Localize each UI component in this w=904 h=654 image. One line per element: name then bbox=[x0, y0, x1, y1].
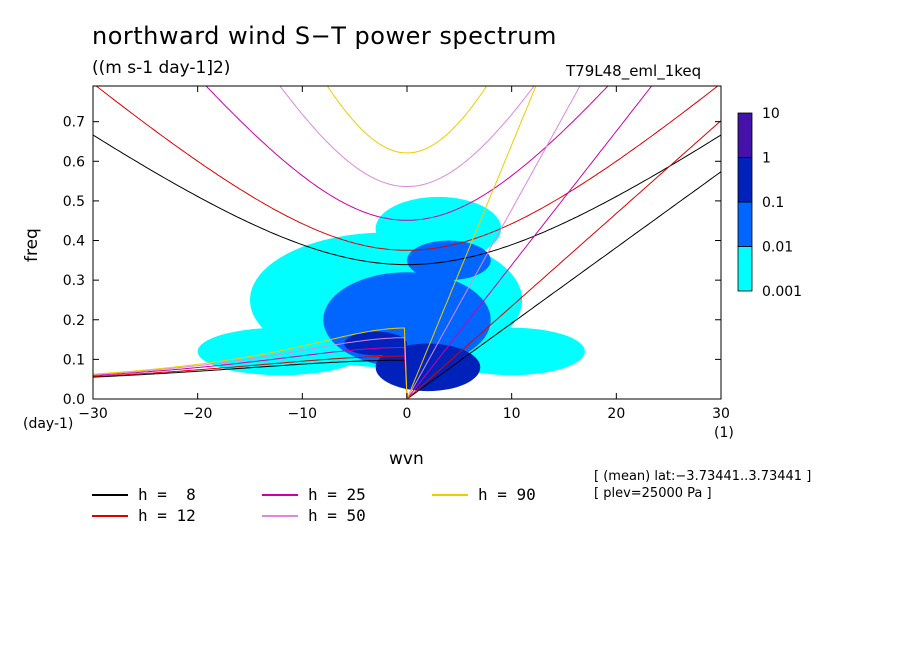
legend-swatch bbox=[432, 494, 468, 496]
legend-label: h = 90 bbox=[478, 485, 536, 504]
run-id-label: T79L48_eml_1keq bbox=[566, 62, 702, 80]
legend-label: h = 50 bbox=[308, 506, 366, 525]
x-tick-label: 0 bbox=[403, 406, 412, 422]
y-tick-label: 0.3 bbox=[63, 273, 85, 289]
colorbar-label: 0.01 bbox=[762, 240, 793, 256]
dispersion-curve-kelvin bbox=[406, 171, 721, 399]
x-tick-label: −20 bbox=[183, 406, 213, 422]
power-region bbox=[375, 343, 481, 392]
dispersion-curve-ig bbox=[95, 86, 719, 251]
legend-label: h = 25 bbox=[308, 485, 366, 504]
dispersion-curve-mrg bbox=[93, 346, 408, 399]
dispersion-curve-kelvin bbox=[406, 86, 581, 399]
y-tick-label: 0.5 bbox=[63, 194, 85, 210]
colorbar-swatch bbox=[737, 112, 753, 158]
annotation-plev: [ plev=25000 Pa ] bbox=[594, 486, 712, 501]
colorbar-label: 1 bbox=[762, 151, 771, 167]
y-axis-label: freq bbox=[22, 228, 42, 262]
dispersion-curve-ig bbox=[205, 86, 609, 221]
dispersion-curve-ig bbox=[93, 134, 721, 266]
dispersion-curve-mrg bbox=[93, 355, 408, 399]
dispersion-curve-mrg bbox=[93, 327, 408, 399]
colorbar-label: 0.001 bbox=[762, 284, 802, 300]
y-axis-unit: (day-1) bbox=[23, 416, 74, 432]
legend-swatch bbox=[262, 515, 298, 517]
x-tick-label: −30 bbox=[78, 406, 108, 422]
y-tick-label: 0.0 bbox=[63, 392, 85, 408]
legend-swatch bbox=[92, 494, 128, 496]
legend-label: h = 8 bbox=[138, 485, 196, 504]
dispersion-curve-kelvin bbox=[406, 120, 721, 399]
colorbar-label: 10 bbox=[762, 106, 780, 122]
y-tick-label: 0.1 bbox=[63, 352, 85, 368]
x-tick-label: 20 bbox=[607, 406, 625, 422]
dispersion-curve-mrg bbox=[93, 359, 408, 399]
legend-swatch bbox=[92, 515, 128, 517]
y-tick-label: 0.2 bbox=[63, 313, 85, 329]
y-tick-label: 0.6 bbox=[63, 154, 85, 170]
colorbar-swatch bbox=[737, 157, 753, 203]
power-region bbox=[344, 331, 407, 356]
x-tick-label: 10 bbox=[503, 406, 521, 422]
annotation-latitude: [ (mean) lat:−3.73441..3.73441 ] bbox=[594, 469, 812, 484]
chart-title: northward wind S−T power spectrum bbox=[92, 22, 557, 50]
dispersion-curve-ig bbox=[279, 86, 535, 187]
x-tick-label: 30 bbox=[712, 406, 730, 422]
dispersion-curve-kelvin bbox=[406, 86, 537, 399]
x-tick-label: −10 bbox=[288, 406, 318, 422]
chart-subtitle: ((m s-1 day-1]2) bbox=[92, 58, 231, 78]
dispersion-curve-mrg bbox=[93, 337, 408, 399]
dispersion-curve-kelvin bbox=[406, 86, 653, 399]
colorbar-label: 0.1 bbox=[762, 195, 784, 211]
dispersion-curve-ig bbox=[326, 86, 488, 154]
y-tick-label: 0.4 bbox=[63, 234, 85, 250]
legend-label: h = 12 bbox=[138, 506, 196, 525]
power-region bbox=[407, 240, 491, 281]
colorbar-swatch bbox=[737, 201, 753, 247]
legend-swatch bbox=[262, 494, 298, 496]
x-axis-label: wvn bbox=[389, 449, 424, 469]
x-axis-unit: (1) bbox=[714, 425, 734, 441]
colorbar-swatch bbox=[737, 246, 753, 292]
y-tick-label: 0.7 bbox=[63, 115, 85, 131]
